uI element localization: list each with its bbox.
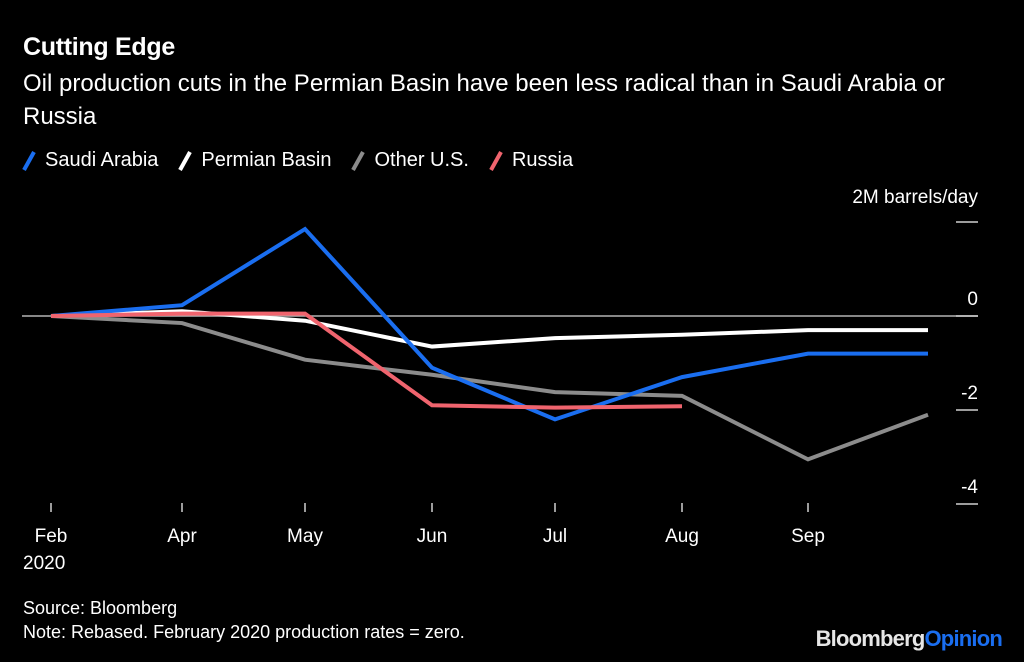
legend: Saudi Arabia Permian Basin Other U.S. Ru… [22, 149, 593, 172]
legend-swatch-line [178, 150, 193, 171]
legend-swatch-permian-basin [178, 150, 193, 171]
logo-bloomberg: Bloomberg [815, 626, 926, 651]
legend-swatch-russia [489, 150, 503, 171]
logo-opinion: Opinion [924, 626, 1003, 651]
chart-subtitle: Oil production cuts in the Permian Basin… [23, 70, 945, 130]
legend-item-russia: Russia [489, 149, 573, 172]
legend-label: Permian Basin [201, 149, 332, 171]
y-tick-label: -2 [961, 383, 978, 404]
note-text: Note: Rebased. February 2020 production … [23, 622, 465, 642]
series-line-other-u-s [50, 314, 929, 462]
legend-item-other-us: Other U.S. [351, 149, 469, 172]
legend-swatch-line [22, 150, 36, 171]
legend-swatch-saudi-arabia [22, 150, 36, 171]
x-tick-label: Aug [665, 526, 699, 547]
y-tick-label: 0 [967, 289, 978, 310]
x-tick-label: Jul [543, 526, 567, 547]
legend-item-saudi-arabia: Saudi Arabia [22, 149, 158, 172]
legend-label: Other U.S. [374, 149, 469, 171]
bloomberg-opinion-logo: BloombergOpinion [815, 626, 1003, 652]
legend-item-permian-basin: Permian Basin [178, 149, 331, 172]
x-tick-label: Feb [35, 526, 68, 547]
source-text: Source: Bloomberg [23, 598, 178, 618]
x-tick-label: May [287, 526, 323, 547]
x-tick-label: Apr [167, 526, 197, 547]
series-line-russia [50, 311, 683, 410]
series-line-saudi-arabia [50, 226, 928, 422]
legend-label: Saudi Arabia [45, 149, 159, 171]
chart-title: Cutting Edge [23, 33, 175, 61]
legend-swatch-line [351, 150, 366, 171]
legend-label: Russia [511, 149, 574, 171]
x-tick-label: Jun [417, 526, 448, 547]
legend-swatch-line [489, 150, 503, 171]
legend-swatch-other-us [351, 150, 366, 171]
y-tick-label: -4 [961, 477, 978, 498]
source-note: Source: Bloomberg Note: Rebased. Februar… [23, 596, 465, 644]
x-tick-label: Sep [791, 526, 825, 547]
x-year-label: 2020 [23, 553, 65, 574]
y-axis-unit-label: 2M barrels/day [852, 187, 978, 208]
